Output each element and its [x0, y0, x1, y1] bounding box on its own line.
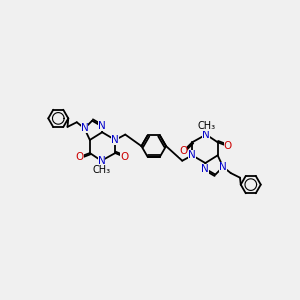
Text: O: O	[179, 146, 187, 157]
Text: N: N	[98, 121, 106, 131]
Text: N: N	[81, 123, 88, 134]
Text: N: N	[219, 162, 227, 172]
Text: O: O	[224, 141, 232, 151]
Text: CH₃: CH₃	[197, 121, 215, 131]
Text: N: N	[202, 164, 209, 174]
Text: N: N	[202, 130, 210, 140]
Text: N: N	[188, 150, 196, 160]
Text: CH₃: CH₃	[92, 165, 110, 175]
Text: O: O	[120, 152, 129, 162]
Text: N: N	[111, 135, 119, 145]
Text: N: N	[98, 156, 105, 166]
Text: O: O	[76, 152, 84, 162]
